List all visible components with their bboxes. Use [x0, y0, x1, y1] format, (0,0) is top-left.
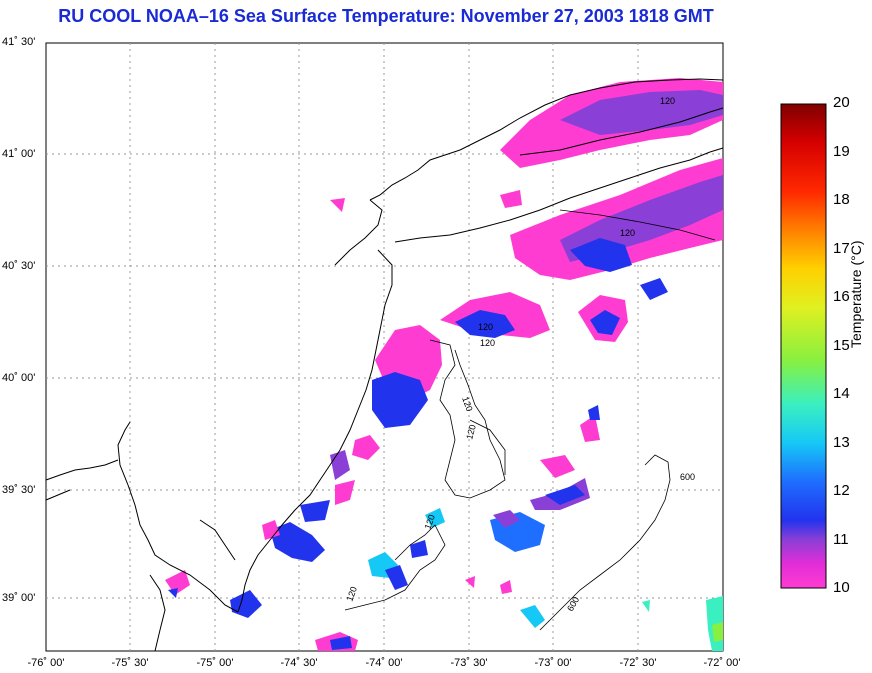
lon-label: -72˚ 00' [703, 657, 741, 669]
colorbar-tick: 14 [833, 385, 850, 402]
contour-label: 120 [344, 585, 359, 603]
contour-label: 120 [660, 96, 675, 106]
colorbar-tick: 11 [833, 531, 849, 548]
contour-label: 120 [460, 395, 475, 413]
lat-label: 40˚ 00' [2, 372, 36, 384]
contour-labels: 120 120 120 120 120 120 120 120 600 600 [344, 96, 695, 613]
colorbar-title: Temperature (°C) [848, 240, 864, 348]
lon-label: -73˚ 00' [534, 657, 572, 669]
lat-label: 41˚ 30' [2, 36, 36, 48]
colorbar-tick: 10 [833, 579, 850, 596]
sst-patches [165, 78, 723, 651]
colorbar-tick: 12 [833, 482, 850, 499]
contour-label: 120 [620, 228, 635, 238]
lat-label: 39˚ 00' [2, 592, 36, 604]
lon-label: -75˚ 30' [111, 657, 149, 669]
contour-label: 120 [478, 322, 493, 332]
lon-label: -73˚ 30' [450, 657, 488, 669]
lat-label: 40˚ 30' [2, 260, 36, 272]
lon-label: -76˚ 00' [27, 657, 65, 669]
lat-label: 41˚ 00' [2, 148, 36, 160]
colorbar-tick: 17 [833, 240, 850, 257]
bathymetry-contours [344, 209, 716, 631]
lon-label: -75˚ 00' [196, 657, 234, 669]
colorbar-tick: 20 [833, 94, 850, 111]
contour-label: 120 [422, 513, 437, 531]
map-title: RU COOL NOAA–16 Sea Surface Temperature:… [58, 6, 714, 26]
colorbar-tick: 13 [833, 434, 850, 451]
colorbar-tick: 19 [833, 143, 850, 160]
lon-label: -72˚ 30' [619, 657, 657, 669]
colorbar-tick: 15 [833, 337, 850, 354]
contour-label: 600 [565, 595, 581, 613]
colorbar-gradient [780, 103, 827, 589]
contour-label: 120 [480, 338, 495, 348]
colorbar-tick: 16 [833, 288, 850, 305]
lon-label: -74˚ 30' [280, 657, 318, 669]
contour-label: 600 [680, 472, 695, 482]
lat-label: 39˚ 30' [2, 484, 36, 496]
contour-label: 120 [464, 423, 478, 440]
lon-label: -74˚ 00' [365, 657, 403, 669]
coastline [45, 78, 724, 652]
colorbar-tick: 18 [833, 191, 850, 208]
